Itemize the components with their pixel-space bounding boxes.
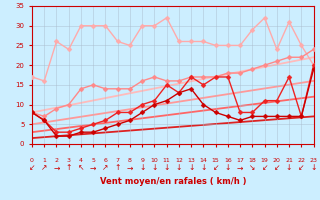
Text: ↓: ↓ <box>139 163 145 172</box>
Text: ↓: ↓ <box>151 163 158 172</box>
Text: ↓: ↓ <box>286 163 292 172</box>
Text: ↙: ↙ <box>212 163 219 172</box>
Text: →: → <box>90 163 96 172</box>
Text: ↓: ↓ <box>200 163 207 172</box>
Text: ↙: ↙ <box>261 163 268 172</box>
Text: →: → <box>237 163 243 172</box>
Text: ↓: ↓ <box>225 163 231 172</box>
Text: ↓: ↓ <box>188 163 194 172</box>
Text: →: → <box>53 163 60 172</box>
Text: →: → <box>127 163 133 172</box>
Text: ↗: ↗ <box>102 163 109 172</box>
Text: ↓: ↓ <box>164 163 170 172</box>
Text: ↑: ↑ <box>66 163 72 172</box>
Text: ↗: ↗ <box>41 163 47 172</box>
Text: ↓: ↓ <box>310 163 317 172</box>
Text: ↙: ↙ <box>29 163 35 172</box>
Text: ↙: ↙ <box>298 163 305 172</box>
Text: ↙: ↙ <box>274 163 280 172</box>
Text: ↓: ↓ <box>176 163 182 172</box>
Text: ↖: ↖ <box>78 163 84 172</box>
Text: ↘: ↘ <box>249 163 256 172</box>
Text: ↑: ↑ <box>115 163 121 172</box>
X-axis label: Vent moyen/en rafales ( km/h ): Vent moyen/en rafales ( km/h ) <box>100 177 246 186</box>
